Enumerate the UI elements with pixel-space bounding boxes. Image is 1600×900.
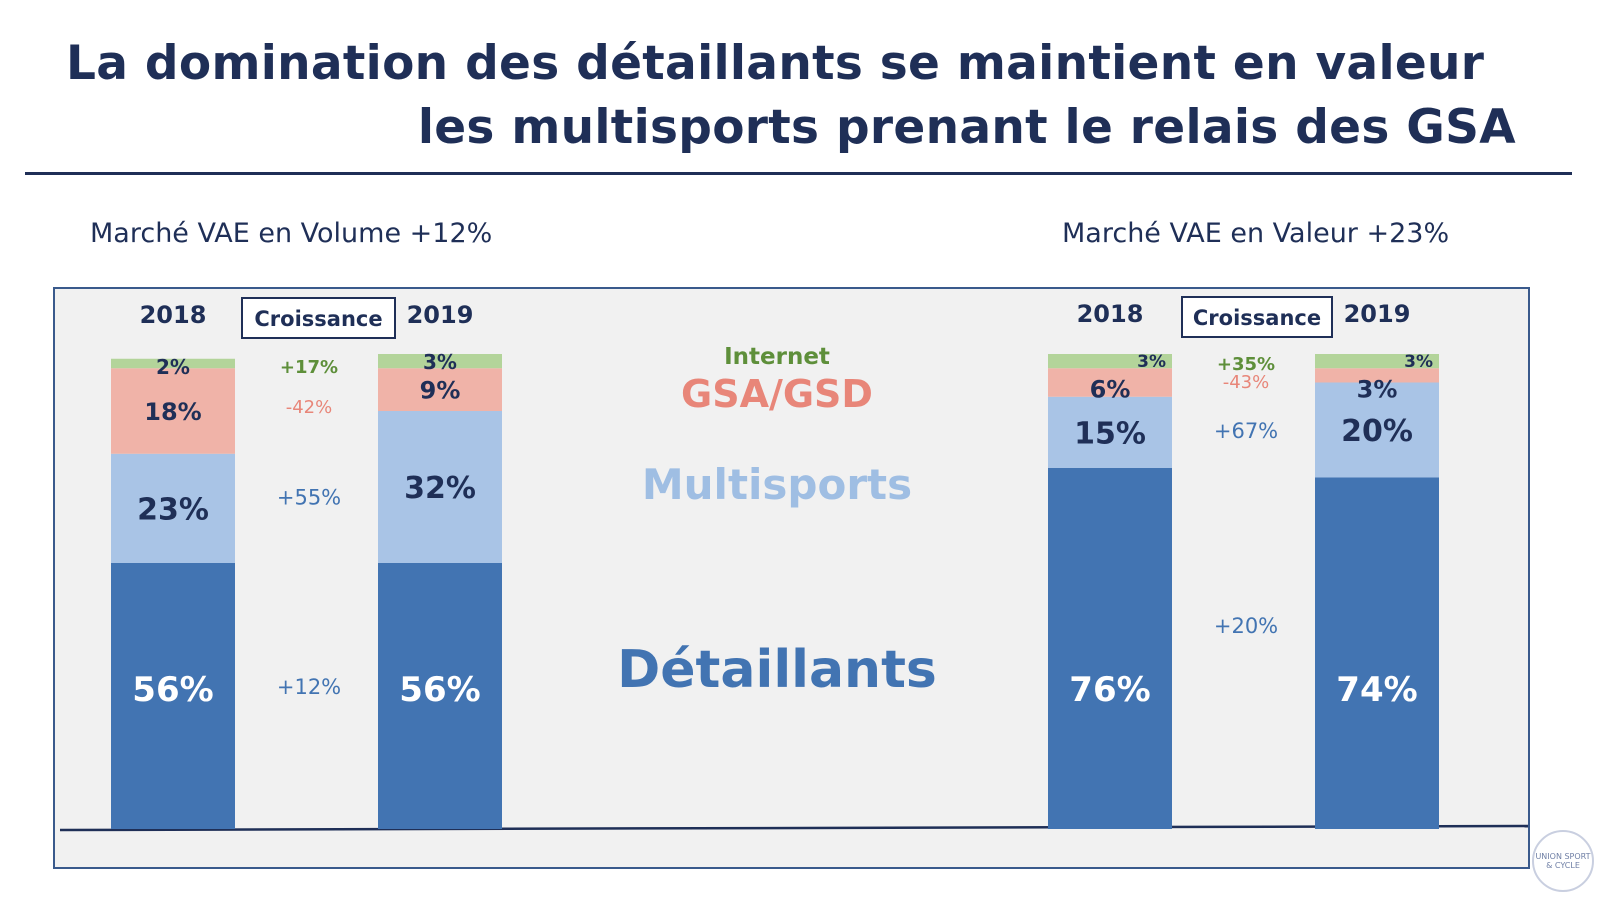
- bar-label-volume-2019-gsa-gsd: 9%: [420, 377, 461, 405]
- growth-label-valeur-internet: +35%: [1217, 354, 1275, 375]
- volume-chart-subtitle: Marché VAE en Volume +12%: [90, 218, 493, 249]
- bar-segment-volume-2019-detaillants: [378, 563, 502, 829]
- growth-label-volume-multisports: +55%: [277, 486, 341, 510]
- bar-label-valeur-2018-internet: 3%: [1137, 352, 1166, 372]
- growth-box-volume: [241, 297, 396, 339]
- year-label-valeur-2019: 2019: [1344, 300, 1411, 328]
- bar-segment-valeur-2019-multisports: [1315, 382, 1439, 478]
- value-chart-subtitle: Marché VAE en Valeur +23%: [1062, 218, 1450, 249]
- bar-label-valeur-2019-gsa-gsd: 3%: [1357, 375, 1398, 403]
- bar-segment-valeur-2018-multisports: [1048, 396, 1172, 468]
- chart-panel: 2018 2019 Croissance 56% 23% 18% 2% 56% 32% 9% 3% +…: [53, 287, 1530, 869]
- chart-baseline: [59, 824, 1528, 832]
- legend-internet: Internet: [724, 344, 830, 370]
- bar-label-valeur-2018-gsa-gsd: 6%: [1090, 375, 1131, 403]
- bar-label-volume-2019-detaillants: 56%: [399, 670, 480, 710]
- bar-segment-volume-2018-detaillants: [111, 563, 235, 829]
- bar-segment-volume-2019-multisports: [378, 411, 502, 563]
- growth-label-volume-detaillants: +12%: [277, 675, 341, 699]
- bar-segment-volume-2019-internet: [378, 354, 502, 369]
- growth-label-volume-internet: +17%: [280, 357, 338, 378]
- bar-segment-volume-2018-multisports: [111, 453, 235, 563]
- growth-label-valeur-multisports: +67%: [1214, 419, 1278, 443]
- year-label-valeur-2018: 2018: [1077, 300, 1144, 328]
- growth-label-valeur-detaillants: +20%: [1214, 614, 1278, 638]
- bar-segment-valeur-2019-gsa-gsd: [1315, 368, 1439, 383]
- growth-label-valeur-gsa-gsd: -43%: [1223, 372, 1270, 393]
- growth-label-volume-gsa-gsd: -42%: [286, 397, 333, 418]
- bar-label-volume-2018-detaillants: 56%: [132, 670, 213, 710]
- bar-segment-valeur-2019-detaillants: [1315, 477, 1439, 829]
- legend-multisports: Multisports: [642, 460, 912, 509]
- logo-text: UNION SPORT & CYCLE: [1535, 852, 1591, 870]
- bar-segment-volume-2018-gsa-gsd: [111, 368, 235, 454]
- title-divider: [25, 172, 1572, 175]
- bar-segment-valeur-2018-internet: [1048, 354, 1172, 369]
- union-sport-cycle-logo-icon: UNION SPORT & CYCLE: [1532, 830, 1594, 892]
- growth-box-label-valeur: Croissance: [1193, 306, 1321, 330]
- bar-label-volume-2019-multisports: 32%: [404, 471, 476, 506]
- bar-segment-volume-2019-gsa-gsd: [378, 368, 502, 411]
- bar-label-volume-2018-internet: 2%: [156, 355, 190, 379]
- bar-label-valeur-2019-detaillants: 74%: [1336, 670, 1417, 710]
- stacked-bar-charts: 2018 2019 Croissance 56% 23% 18% 2% 56% 32% 9% 3% +…: [59, 296, 1528, 832]
- bar-label-valeur-2018-multisports: 15%: [1074, 416, 1146, 451]
- bar-label-valeur-2018-detaillants: 76%: [1069, 670, 1150, 710]
- bar-label-volume-2019-internet: 3%: [423, 350, 457, 374]
- legend-detaillants: Détaillants: [617, 640, 937, 700]
- growth-box-label-volume: Croissance: [254, 307, 382, 331]
- bar-segment-volume-2018-internet: [111, 358, 235, 369]
- bar-segment-valeur-2018-detaillants: [1048, 468, 1172, 829]
- legend-gsa-gsd: GSA/GSD: [681, 372, 873, 416]
- bar-segment-valeur-2019-internet: [1315, 354, 1439, 369]
- growth-box-valeur: [1181, 296, 1333, 338]
- bar-segment-valeur-2018-gsa-gsd: [1048, 368, 1172, 397]
- bar-label-volume-2018-gsa-gsd: 18%: [144, 398, 201, 426]
- year-label-volume-2019: 2019: [407, 301, 474, 329]
- page-title-line-2: les multisports prenant le relais des GS…: [417, 100, 1516, 155]
- year-label-volume-2018: 2018: [140, 301, 207, 329]
- bar-label-valeur-2019-internet: 3%: [1404, 352, 1433, 372]
- bar-label-volume-2018-multisports: 23%: [137, 492, 209, 527]
- page-title-line-1: La domination des détaillants se maintie…: [66, 36, 1485, 91]
- bar-label-valeur-2019-multisports: 20%: [1341, 414, 1413, 449]
